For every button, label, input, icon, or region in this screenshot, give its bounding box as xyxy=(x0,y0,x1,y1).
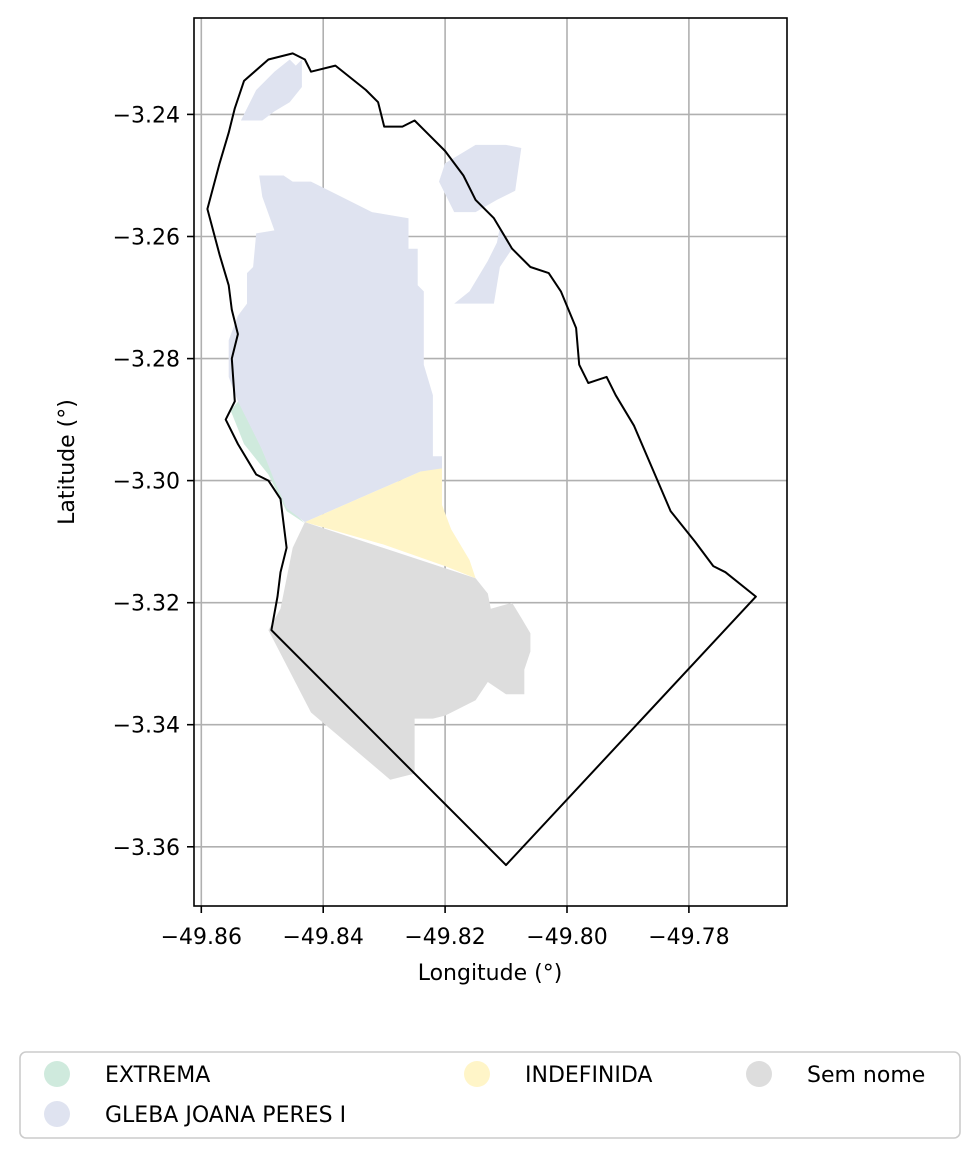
y-tick-label: −3.36 xyxy=(113,836,180,861)
y-axis-label: Latitude (°) xyxy=(55,399,80,525)
y-tick-label: −3.24 xyxy=(113,103,180,128)
legend-label-sem-nome: Sem nome xyxy=(807,1063,925,1088)
legend-marker-sem-nome xyxy=(746,1061,772,1087)
x-tick-label: −49.82 xyxy=(404,925,485,950)
x-tick-label: −49.86 xyxy=(161,925,242,950)
y-tick-label: −3.34 xyxy=(113,714,180,739)
legend-marker-indefinida xyxy=(464,1061,490,1087)
legend-marker-extrema xyxy=(44,1061,70,1087)
y-tick-label: −3.26 xyxy=(113,226,180,251)
y-tick-label: −3.30 xyxy=(113,470,180,495)
x-axis-label: Longitude (°) xyxy=(418,961,563,986)
x-tick-label: −49.80 xyxy=(526,925,607,950)
x-tick-label: −49.84 xyxy=(282,925,363,950)
legend-marker-gleba-joana-peres-i xyxy=(44,1101,70,1127)
legend-label-gleba-joana-peres-i: GLEBA JOANA PERES I xyxy=(105,1103,346,1128)
legend-label-indefinida: INDEFINIDA xyxy=(525,1063,652,1088)
x-tick-label: −49.78 xyxy=(648,925,729,950)
legend-label-extrema: EXTREMA xyxy=(105,1063,210,1088)
y-tick-label: −3.32 xyxy=(113,592,180,617)
legend: EXTREMA GLEBA JOANA PERES I INDEFINIDA S… xyxy=(20,1052,960,1138)
y-tick-label: −3.28 xyxy=(113,348,180,373)
